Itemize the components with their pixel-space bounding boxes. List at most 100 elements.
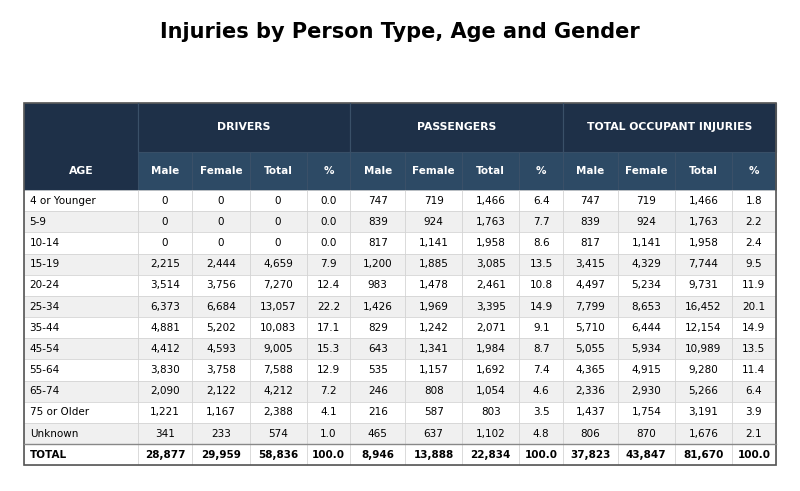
Text: 2.4: 2.4: [746, 238, 762, 248]
Bar: [462, 254, 519, 275]
Text: AGE: AGE: [69, 166, 94, 176]
Text: 13,888: 13,888: [414, 450, 454, 460]
Bar: [138, 233, 192, 254]
Text: 719: 719: [424, 196, 443, 206]
Text: 17.1: 17.1: [317, 323, 340, 333]
Text: 8,653: 8,653: [631, 301, 662, 312]
Text: 3.5: 3.5: [533, 408, 550, 417]
Bar: [519, 381, 563, 402]
Text: %: %: [536, 166, 546, 176]
Text: 2,444: 2,444: [206, 259, 236, 269]
Bar: [192, 359, 250, 381]
Text: Injuries by Person Type, Age and Gender: Injuries by Person Type, Age and Gender: [160, 22, 640, 42]
Bar: [24, 211, 138, 233]
Bar: [138, 275, 192, 296]
Bar: [24, 381, 138, 402]
Bar: [405, 211, 462, 233]
Text: 806: 806: [581, 429, 600, 438]
Bar: [405, 359, 462, 381]
Bar: [306, 444, 350, 465]
Text: 2,215: 2,215: [150, 259, 180, 269]
Bar: [519, 423, 563, 444]
Text: 14.9: 14.9: [742, 323, 766, 333]
Text: Female: Female: [625, 166, 668, 176]
Bar: [192, 423, 250, 444]
Bar: [618, 359, 675, 381]
Bar: [138, 103, 350, 152]
Text: 535: 535: [368, 365, 388, 375]
Bar: [405, 444, 462, 465]
Bar: [405, 317, 462, 338]
Text: 4,329: 4,329: [631, 259, 662, 269]
Bar: [24, 423, 138, 444]
Text: 1,754: 1,754: [631, 408, 662, 417]
Bar: [306, 359, 350, 381]
Bar: [563, 152, 618, 190]
Bar: [24, 233, 138, 254]
Bar: [618, 275, 675, 296]
Bar: [350, 190, 405, 211]
Text: 0: 0: [275, 238, 282, 248]
Bar: [192, 317, 250, 338]
Bar: [462, 338, 519, 359]
Bar: [563, 296, 618, 317]
Text: 0: 0: [218, 196, 224, 206]
Bar: [138, 444, 192, 465]
Bar: [519, 338, 563, 359]
Text: 75 or Older: 75 or Older: [30, 408, 89, 417]
Bar: [306, 296, 350, 317]
Bar: [24, 338, 138, 359]
Bar: [519, 359, 563, 381]
Text: 1.0: 1.0: [320, 429, 337, 438]
Bar: [24, 275, 138, 296]
Bar: [618, 254, 675, 275]
Bar: [250, 444, 306, 465]
Text: 3,415: 3,415: [575, 259, 606, 269]
Bar: [675, 211, 732, 233]
Text: 0: 0: [162, 217, 168, 227]
Bar: [138, 254, 192, 275]
Bar: [138, 190, 192, 211]
Text: 1,054: 1,054: [476, 386, 506, 396]
Bar: [675, 338, 732, 359]
Bar: [405, 190, 462, 211]
Bar: [350, 359, 405, 381]
Bar: [350, 233, 405, 254]
Bar: [250, 296, 306, 317]
Text: 10.8: 10.8: [530, 280, 553, 290]
Text: TOTAL OCCUPANT INJURIES: TOTAL OCCUPANT INJURIES: [586, 122, 752, 132]
Text: 3,758: 3,758: [206, 365, 236, 375]
Text: 3,191: 3,191: [689, 408, 718, 417]
Bar: [732, 275, 776, 296]
Text: 7.7: 7.7: [533, 217, 550, 227]
Bar: [519, 190, 563, 211]
Bar: [563, 190, 618, 211]
Bar: [405, 338, 462, 359]
Text: Male: Male: [151, 166, 179, 176]
Bar: [462, 317, 519, 338]
Bar: [732, 317, 776, 338]
Text: 0.0: 0.0: [320, 196, 337, 206]
Bar: [732, 402, 776, 423]
Text: Female: Female: [412, 166, 455, 176]
Text: 4,365: 4,365: [575, 365, 606, 375]
Bar: [250, 211, 306, 233]
Text: 4,412: 4,412: [150, 344, 180, 354]
Text: 37,823: 37,823: [570, 450, 610, 460]
Bar: [250, 381, 306, 402]
Text: 1,102: 1,102: [476, 429, 506, 438]
Text: 4 or Younger: 4 or Younger: [30, 196, 95, 206]
Bar: [24, 359, 138, 381]
Bar: [350, 381, 405, 402]
Text: PASSENGERS: PASSENGERS: [417, 122, 496, 132]
Bar: [405, 402, 462, 423]
Text: 13.5: 13.5: [530, 259, 553, 269]
Bar: [519, 152, 563, 190]
Bar: [138, 317, 192, 338]
Text: 1,763: 1,763: [476, 217, 506, 227]
Text: 2,930: 2,930: [631, 386, 661, 396]
Text: 11.4: 11.4: [742, 365, 766, 375]
Text: 817: 817: [368, 238, 388, 248]
Text: 0.0: 0.0: [320, 217, 337, 227]
Text: 16,452: 16,452: [686, 301, 722, 312]
